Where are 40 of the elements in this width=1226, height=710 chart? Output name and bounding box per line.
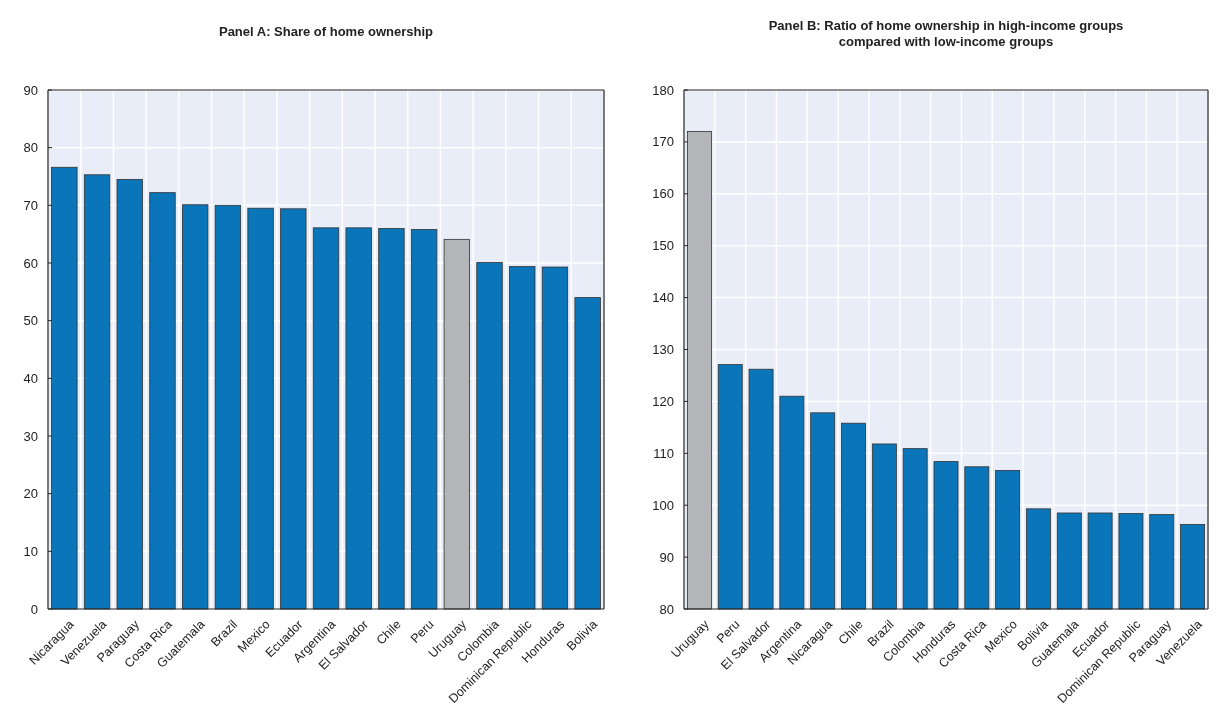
bar <box>574 297 601 610</box>
y-tick-label: 140 <box>652 290 674 306</box>
y-tick-label: 10 <box>23 543 38 559</box>
bar <box>214 204 242 610</box>
bar <box>83 174 111 610</box>
y-tick-label: 70 <box>23 197 38 213</box>
bar <box>410 229 438 610</box>
bar <box>345 227 372 610</box>
y-tick-label: 100 <box>652 497 674 513</box>
y-tick-label: 110 <box>653 445 674 461</box>
y-tick-label: 150 <box>652 238 674 254</box>
bar <box>51 166 78 610</box>
chart-title: Panel A: Share of home ownership <box>218 24 434 39</box>
y-tick-label: 90 <box>659 549 674 565</box>
y-tick-label: 0 <box>30 601 38 617</box>
y-tick-label: 60 <box>23 255 38 271</box>
y-tick-label: 80 <box>23 140 38 156</box>
bar <box>509 266 536 610</box>
bar <box>378 228 405 610</box>
y-tick-label: 30 <box>23 428 38 444</box>
y-tick-label: 80 <box>659 601 674 617</box>
bar <box>443 238 470 610</box>
y-tick-label: 180 <box>652 82 674 98</box>
y-tick-label: 160 <box>652 186 674 202</box>
y-tick-label: 20 <box>23 486 38 502</box>
y-tick-label: 40 <box>23 370 38 386</box>
bar <box>149 192 176 610</box>
bar <box>116 178 143 610</box>
bar <box>541 266 569 610</box>
bar <box>280 208 307 610</box>
bar <box>182 204 209 610</box>
y-tick-label: 50 <box>23 313 38 329</box>
y-tick-label: 130 <box>652 342 674 358</box>
chart-title: Panel B: Ratio of home ownership in high-income groups compared with low-income groups <box>768 18 1124 49</box>
y-tick-label: 170 <box>652 134 674 150</box>
bar <box>247 207 274 610</box>
bar <box>312 227 340 610</box>
y-tick-label: 120 <box>652 393 674 409</box>
bar <box>476 262 503 610</box>
y-tick-label: 90 <box>23 82 38 98</box>
